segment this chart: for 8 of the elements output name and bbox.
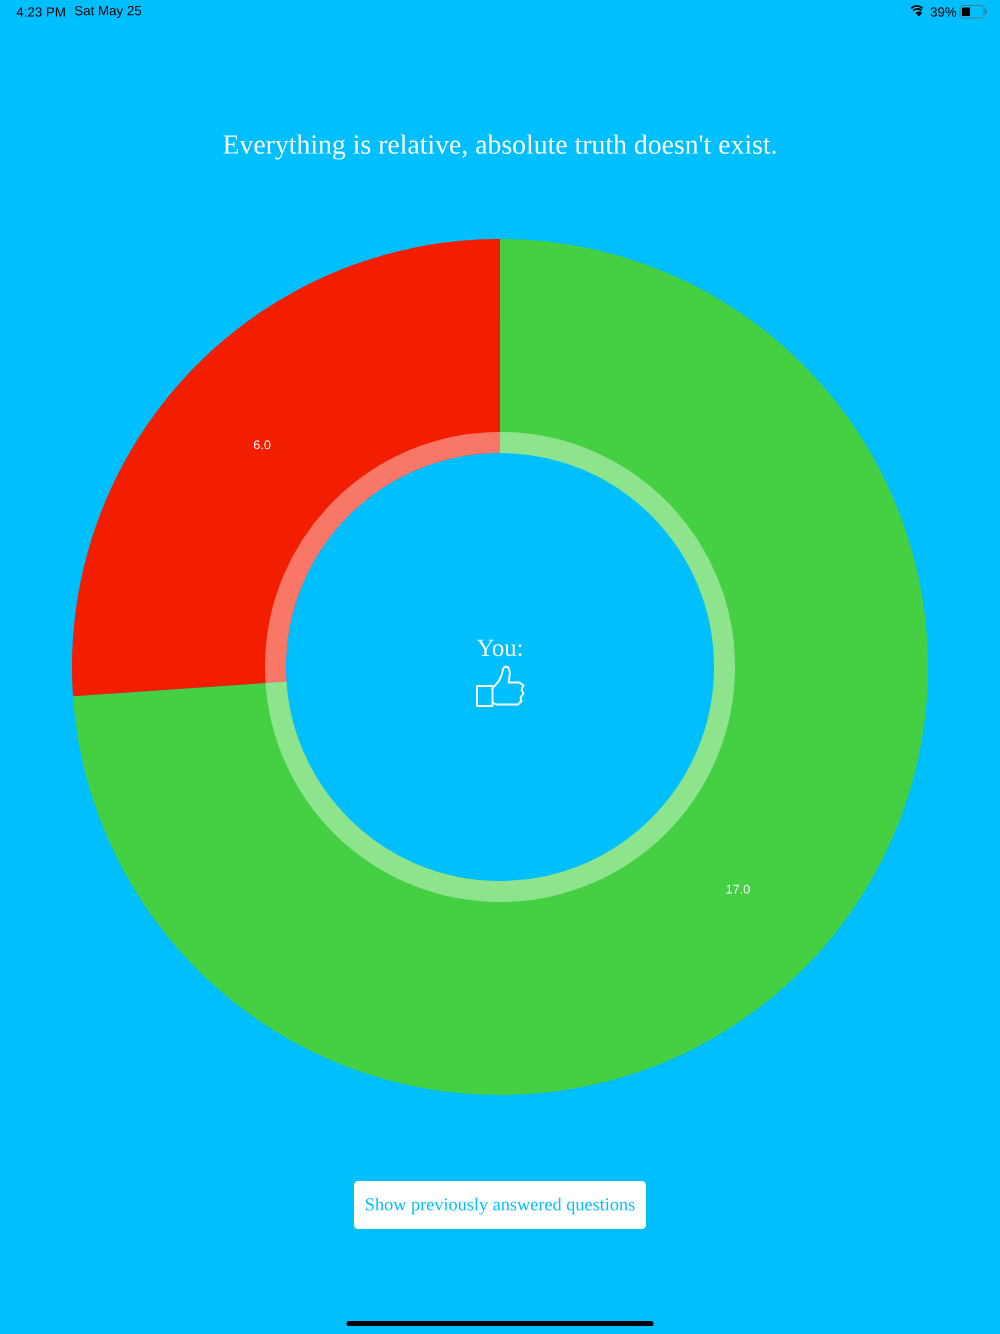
- data-label: 17.0: [726, 884, 750, 894]
- text: 39%: [930, 7, 957, 17]
- text: Sat May 25: [74, 5, 142, 19]
- text: Show previously answered questions: [366, 1197, 635, 1215]
- data-label: 6.0: [253, 440, 271, 450]
- text: 4:23 PM: [16, 7, 65, 17]
- text: You:: [476, 639, 522, 657]
- chart-title: Everything is relative, absolute truth doesn't exist.: [223, 134, 776, 160]
